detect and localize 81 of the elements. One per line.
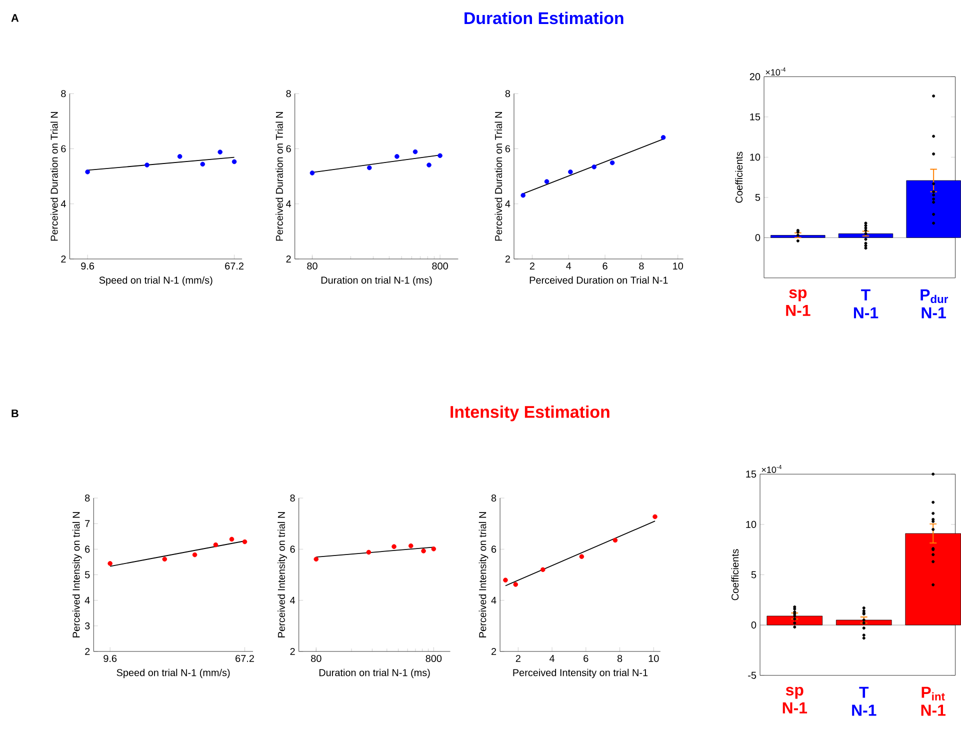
x-tick-label: 8 xyxy=(639,262,644,270)
y-tick-label: 5 xyxy=(751,571,756,578)
y-tick-label: 15 xyxy=(746,470,756,478)
x-axis-title: Duration on trial N-1 (ms) xyxy=(319,668,430,678)
y-tick-label: 6 xyxy=(290,546,295,553)
y-tick-label: 4 xyxy=(491,596,496,604)
x-tick-label: 2 xyxy=(516,654,520,662)
x-tick-label: 2 xyxy=(530,262,534,270)
y-tick-label: -5 xyxy=(748,672,756,679)
x-axis-title: Duration on trial N-1 (ms) xyxy=(321,276,432,286)
x-tick-label: 67.2 xyxy=(236,654,254,662)
y-tick-label: 8 xyxy=(61,90,66,98)
y-tick-label: 6 xyxy=(286,145,291,152)
x-tick-label: T N-1 xyxy=(852,686,876,716)
x-tick-label: 800 xyxy=(432,262,448,270)
x-tick-label: sp N-1 xyxy=(786,289,810,316)
y-axis-title: Perceived Intensity on trial N xyxy=(478,512,488,638)
y-tick-label: 2 xyxy=(491,648,496,655)
y-axis-title: Coefficients xyxy=(735,152,743,203)
y-tick-label: 2 xyxy=(505,255,510,262)
y-tick-label: 2 xyxy=(61,255,66,262)
y-tick-label: 6 xyxy=(61,145,66,152)
y-tick-label: 4 xyxy=(286,200,292,208)
y-tick-label: 0 xyxy=(755,234,760,242)
y-tick-label: 2 xyxy=(290,648,295,655)
x-tick-label: P$_{int}$ N-1 xyxy=(921,686,946,716)
x-axis-title: Perceived Intensity on trial N-1 xyxy=(513,668,648,678)
y-tick-label: 2 xyxy=(85,648,90,655)
x-tick-label: P$_{dur}$ N-1 xyxy=(920,289,948,318)
y-tick-label: 6 xyxy=(505,145,510,152)
y-tick-label: 4 xyxy=(290,596,296,604)
x-tick-label: sp N-1 xyxy=(782,686,808,714)
y-tick-label: 8 xyxy=(290,494,295,502)
x-tick-label: 10 xyxy=(673,262,684,270)
chart-title: Duration Estimation xyxy=(464,12,624,24)
y-axis-title: Coefficients xyxy=(731,549,739,600)
y-tick-label: 8 xyxy=(491,494,496,502)
text: ×10$^{-4}$ xyxy=(762,464,782,473)
y-axis-title: Perceived Intensity on trial N xyxy=(278,512,287,638)
y-tick-label: 10 xyxy=(750,154,760,161)
x-tick-label: 6 xyxy=(584,654,588,662)
y-axis-title: Perceived Intensity on trial N xyxy=(72,512,82,638)
y-tick-label: 10 xyxy=(746,520,756,528)
y-axis-title: Perceived Duration on Trial N xyxy=(50,112,58,241)
chart-title: Intensity Estimation xyxy=(450,405,610,422)
y-axis-title: Perceived Duration on Trial N xyxy=(494,112,502,241)
y-tick-label: 5 xyxy=(755,194,760,201)
text: ×10$^{-4}$ xyxy=(766,67,786,76)
y-tick-label: 20 xyxy=(750,73,760,80)
x-tick-label: 8 xyxy=(617,654,622,662)
y-tick-label: 4 xyxy=(84,596,90,604)
text: A xyxy=(11,14,19,22)
x-tick-label: 80 xyxy=(307,262,318,270)
y-tick-label: 6 xyxy=(85,546,90,553)
y-axis-title: Perceived Duration on Trial N xyxy=(276,112,283,241)
y-tick-label: 5 xyxy=(84,571,90,578)
y-tick-label: 6 xyxy=(491,546,496,553)
y-tick-label: 3 xyxy=(84,622,90,630)
x-tick-label: 4 xyxy=(550,654,555,662)
y-tick-label: 8 xyxy=(85,494,90,502)
x-tick-label: 9.6 xyxy=(104,654,117,662)
x-axis-title: Speed on trial N-1 (mm/s) xyxy=(116,668,230,678)
x-tick-label: 10 xyxy=(648,654,659,662)
x-tick-label: 9.6 xyxy=(81,262,94,270)
x-tick-label: 6 xyxy=(602,262,608,270)
y-tick-label: 0 xyxy=(751,621,756,629)
x-tick-label: T N-1 xyxy=(854,289,878,318)
x-tick-label: 67.2 xyxy=(225,262,244,270)
y-tick-label: 8 xyxy=(505,90,510,98)
y-tick-label: 4 xyxy=(505,200,510,208)
x-axis-title: Speed on trial N-1 (mm/s) xyxy=(99,276,212,286)
y-tick-label: 8 xyxy=(286,90,291,98)
y-tick-label: 15 xyxy=(750,113,760,120)
x-tick-label: 4 xyxy=(566,262,572,270)
x-tick-label: 80 xyxy=(311,654,322,662)
text: B xyxy=(12,410,18,418)
y-tick-label: 4 xyxy=(60,200,66,208)
x-axis-title: Perceived Duration on Trial N-1 xyxy=(530,276,668,284)
x-tick-label: 800 xyxy=(426,654,442,662)
y-tick-label: 7 xyxy=(85,520,90,527)
y-tick-label: 2 xyxy=(286,255,291,262)
